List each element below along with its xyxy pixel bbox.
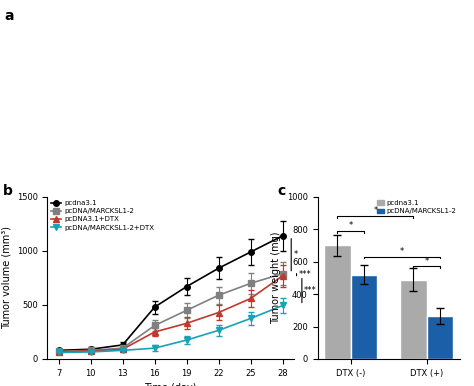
Bar (427, 316, 453, 359)
Y-axis label: Tumor weight (mg): Tumor weight (mg) (271, 232, 281, 324)
X-axis label: Time (day): Time (day) (145, 383, 197, 386)
Text: ***: *** (304, 286, 317, 295)
Text: a: a (5, 9, 14, 23)
Text: *: * (425, 257, 429, 266)
Legend: pcdna3.1, pcDNA/MARCKSL1-2: pcdna3.1, pcDNA/MARCKSL1-2 (377, 200, 456, 214)
Text: *: * (293, 250, 298, 259)
Text: c: c (278, 184, 286, 198)
Bar (324, 245, 351, 359)
Text: *: * (348, 221, 353, 230)
Text: *: * (373, 206, 377, 215)
Y-axis label: Tumor volume (mm³): Tumor volume (mm³) (1, 227, 11, 329)
Text: b: b (3, 184, 13, 198)
Legend: pcdna3.1, pcDNA/MARCKSL1-2, pcDNA3.1+DTX, pcDNA/MARCKSL1-2+DTX: pcdna3.1, pcDNA/MARCKSL1-2, pcDNA3.1+DTX… (51, 200, 155, 230)
Bar (400, 279, 427, 359)
Bar (351, 275, 377, 359)
Text: ***: *** (299, 270, 311, 279)
Text: *: * (400, 247, 404, 256)
